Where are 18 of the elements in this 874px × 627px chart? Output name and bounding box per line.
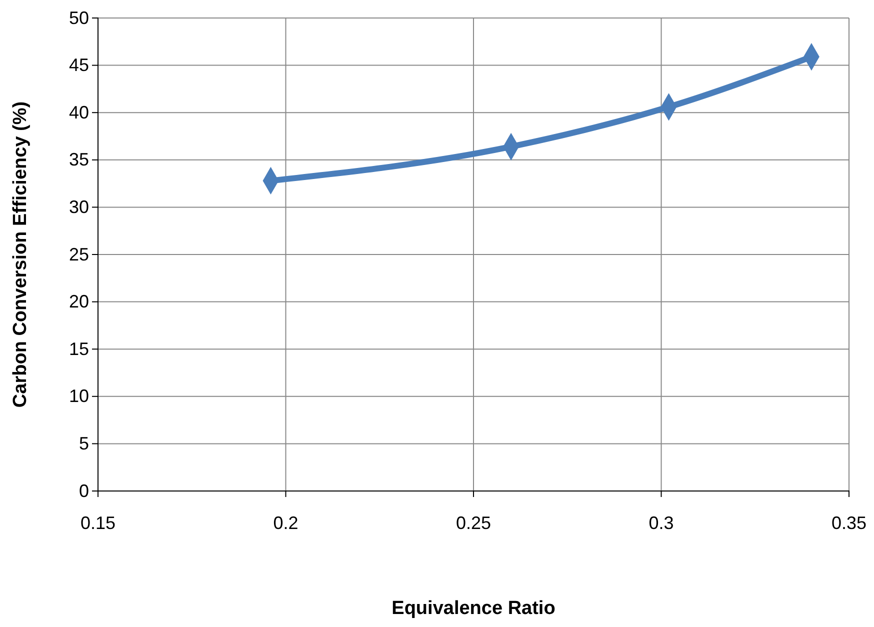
x-axis-title: Equivalence Ratio — [392, 598, 556, 619]
y-tick-label: 25 — [68, 244, 89, 264]
y-tick-label: 50 — [68, 8, 89, 28]
y-tick-label: 0 — [78, 480, 89, 501]
x-tick-label: 0.25 — [456, 512, 492, 533]
y-tick-label: 10 — [68, 386, 89, 406]
y-axis-title: Carbon Conversion Efficiency (%) — [10, 101, 31, 408]
y-tick-label: 35 — [68, 150, 89, 170]
y-tick-label: 5 — [78, 433, 89, 454]
x-tick-label: 0.15 — [80, 512, 116, 533]
x-tick-label: 0.2 — [273, 512, 298, 533]
y-tick-label: 30 — [68, 196, 89, 217]
y-tick-label: 20 — [68, 292, 89, 312]
x-tick-label: 0.3 — [648, 512, 674, 533]
y-tick-label: 40 — [68, 102, 89, 122]
y-tick-label: 15 — [68, 338, 89, 359]
x-tick-label: 0.35 — [831, 512, 867, 533]
y-tick-label: 45 — [68, 55, 89, 76]
